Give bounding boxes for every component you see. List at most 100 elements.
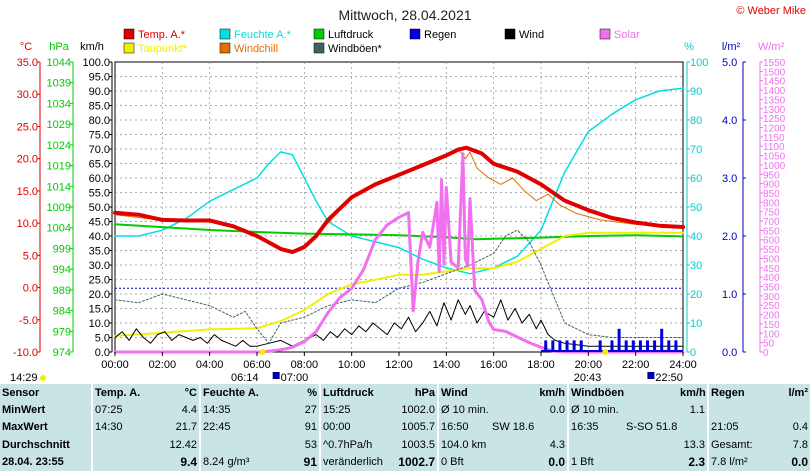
wind-desc: 0 Bft xyxy=(437,453,490,471)
boeen-value xyxy=(678,419,708,436)
sunrise-icon xyxy=(259,349,266,355)
solar-tick-label: 1300 xyxy=(763,105,786,116)
time-left-label: 14:29 xyxy=(10,372,38,384)
sunrise-label: 06:14 xyxy=(231,372,259,384)
statistics-table: Sensor Temp. A. °C Feuchte A. % Luftdruc… xyxy=(0,384,810,471)
x-tick-label: 00:00 xyxy=(101,359,129,371)
x-tick-label: 22:00 xyxy=(622,359,650,371)
wind-tick-label: 70.0 xyxy=(89,144,110,156)
pressure-tick-label: 994 xyxy=(53,264,71,276)
regen-desc xyxy=(707,401,774,419)
wind-mid: SW 18.6 xyxy=(492,421,535,434)
rain-bar xyxy=(558,340,562,352)
temp-value: 9.4 xyxy=(180,455,197,470)
feuchte-time: 22:45 xyxy=(199,418,268,437)
boeen-desc xyxy=(567,436,624,454)
regen-value: 7.8 xyxy=(792,438,808,451)
humidity-tick-label: 50 xyxy=(690,202,702,214)
rain-bar xyxy=(598,340,602,352)
temp-tick-label: 15.0 xyxy=(17,186,38,198)
copyright-notice: © Weber Mike xyxy=(736,5,806,17)
solar-tick-label: 900 xyxy=(763,180,780,191)
legend-label-wind: Wind xyxy=(519,29,544,41)
legend-swatch-feuchte xyxy=(219,28,231,40)
stats-label: Durchschnitt xyxy=(2,438,70,451)
wind-mid xyxy=(490,436,536,453)
solar-tick-label: 250 xyxy=(763,301,780,312)
rain-axis-title: l/m² xyxy=(722,41,741,53)
humidity-tick-label: 0 xyxy=(690,347,696,359)
twilight-morning-icon xyxy=(272,372,280,379)
pressure-tick-label: 1034 xyxy=(47,98,71,110)
wind-mid xyxy=(490,401,536,418)
rain-tick-label: 0.0 xyxy=(722,347,737,359)
rain-bar xyxy=(660,328,664,352)
wind-mid xyxy=(490,454,536,471)
solar-tick-label: 1050 xyxy=(763,152,786,163)
feuchte-value: 91 xyxy=(304,421,317,434)
rain-bar xyxy=(653,340,657,352)
feuchte-time xyxy=(199,436,268,454)
solar-tick-label: 650 xyxy=(763,226,780,237)
boeen-value: 2.3 xyxy=(688,455,705,470)
stats-header-wind-unit: km/h xyxy=(539,386,565,399)
luftdruck-value: 1002.0 xyxy=(401,404,435,417)
humidity-tick-label: 40 xyxy=(690,231,702,243)
wind-value: 0.0 xyxy=(549,404,565,417)
wind-desc: 104.0 km xyxy=(437,436,490,454)
axes: 00:00 02:00 04:00 06:00 08:00 10:00 12:00 14:00… xyxy=(13,57,786,371)
solar-tick-label: 1500 xyxy=(763,67,786,78)
rain-bar xyxy=(624,340,628,352)
legend-swatch-wind xyxy=(504,28,516,40)
x-tick-label: 06:00 xyxy=(243,359,271,371)
pressure-tick-label: 1014 xyxy=(47,181,71,193)
rain-bar xyxy=(572,340,576,352)
rain-bar xyxy=(610,340,614,352)
sunset-icon xyxy=(602,349,609,355)
wind-tick-label: 65.0 xyxy=(89,159,110,171)
series-line-temp xyxy=(113,145,685,255)
pressure-tick-label: 1024 xyxy=(47,140,71,152)
legend-label-windboeen: Windböen* xyxy=(328,43,383,55)
stats-header-regen-unit: l/m² xyxy=(788,386,808,399)
legend-swatch-regen xyxy=(409,28,421,40)
feuchte-value: 27 xyxy=(304,404,317,417)
wind-tick-label: 80.0 xyxy=(89,115,110,127)
wind-axis-title: km/h xyxy=(80,41,104,53)
rain-bar xyxy=(674,340,678,352)
solar-tick-label: 100 xyxy=(763,329,780,340)
pressure-tick-label: 1044 xyxy=(47,57,71,69)
luftdruck-time: ^0.7hPa/h xyxy=(319,436,390,454)
legend-swatch-luftdruck xyxy=(313,28,325,40)
luftdruck-value: 1002.7 xyxy=(398,455,435,470)
twilight-morning-label: 07:00 xyxy=(281,372,309,384)
temp-value: 12.42 xyxy=(169,438,197,451)
temp-time: 07:25 xyxy=(91,401,146,419)
solar-tick-label: 300 xyxy=(763,292,780,303)
pressure-tick-label: 1004 xyxy=(47,223,71,235)
wind-tick-label: 95.0 xyxy=(89,72,110,84)
wind-value: 0.0 xyxy=(548,455,565,470)
rain-bar xyxy=(646,340,649,352)
x-tick-label: 02:00 xyxy=(149,359,177,371)
wind-value: 4.3 xyxy=(549,438,565,451)
x-tick-label: 08:00 xyxy=(291,359,319,371)
rain-bar xyxy=(544,340,548,352)
legend-label-luftdruck: Luftdruck xyxy=(328,29,374,41)
temp-value: 21.7 xyxy=(175,421,197,434)
wind-tick-label: 15.0 xyxy=(89,304,110,316)
stats-label: MinWert xyxy=(2,404,46,417)
pressure-tick-label: 999 xyxy=(53,243,71,255)
plot-area xyxy=(113,61,685,354)
temp-tick-label: 30.0 xyxy=(17,89,38,101)
feuchte-time: 14:35 xyxy=(199,401,268,419)
rain-bar xyxy=(631,340,635,352)
luftdruck-time: 15:25 xyxy=(319,401,390,419)
solar-tick-label: 150 xyxy=(763,320,780,331)
x-tick-label: 10:00 xyxy=(338,359,366,371)
temp-tick-label: 5.0 xyxy=(23,250,38,262)
legend-swatch-windboeen xyxy=(313,42,325,54)
solar-tick-label: 450 xyxy=(763,264,780,275)
boeen-mid xyxy=(624,436,678,453)
